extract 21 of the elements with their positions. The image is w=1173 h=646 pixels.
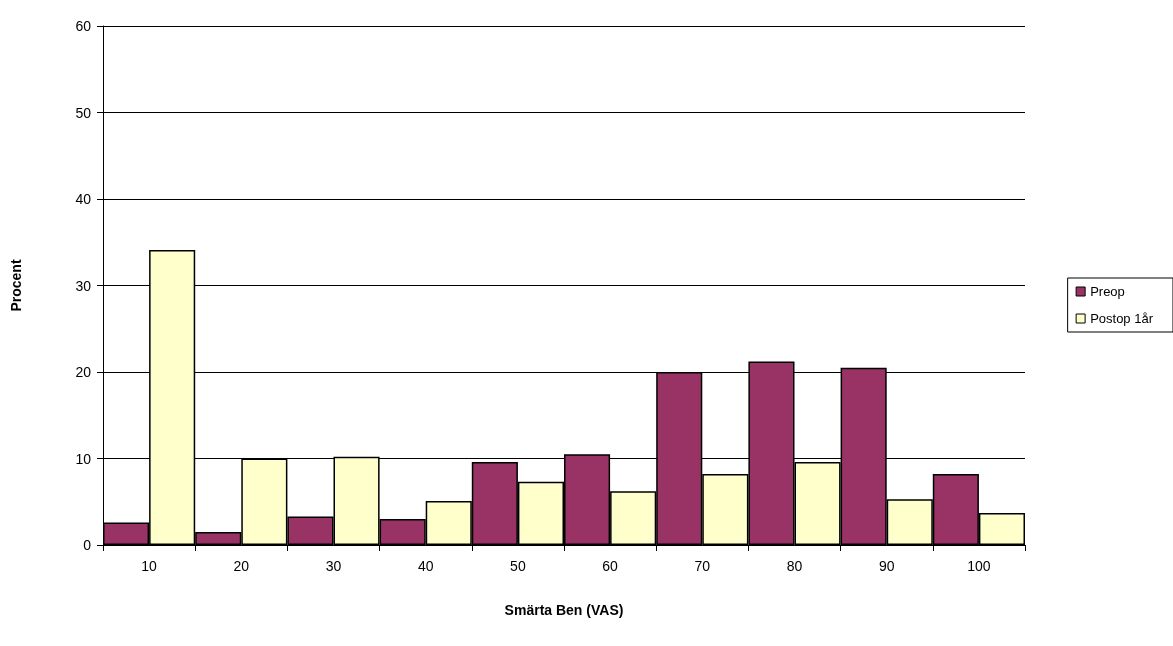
x-tick-label: 50 xyxy=(510,558,526,574)
x-tick-label: 100 xyxy=(967,558,991,574)
x-tick-label: 90 xyxy=(878,558,895,574)
y-tick-label: 50 xyxy=(75,104,92,121)
x-tick-label: 30 xyxy=(325,558,342,574)
x-tick-label: 20 xyxy=(233,558,250,574)
y-tick-label: 10 xyxy=(75,450,92,467)
x-tick-label: 80 xyxy=(786,558,803,574)
x-tick-label: 40 xyxy=(417,558,434,574)
y-tick-label: 0 xyxy=(83,537,92,553)
y-axis-title: Procent xyxy=(8,259,24,312)
y-tick-label: 40 xyxy=(75,191,92,207)
x-tick-label: 10 xyxy=(141,558,158,574)
y-tick-label: 60 xyxy=(75,18,92,34)
y-tick-label: 30 xyxy=(75,277,92,294)
legend-label: Preop xyxy=(1090,284,1125,299)
x-axis-title: Smärta Ben (VAS) xyxy=(504,602,624,618)
x-tick-label: 70 xyxy=(694,558,711,574)
x-tick-label: 60 xyxy=(602,558,619,574)
legend-label: Postop 1år xyxy=(1090,311,1154,326)
y-tick-label: 20 xyxy=(75,364,92,380)
